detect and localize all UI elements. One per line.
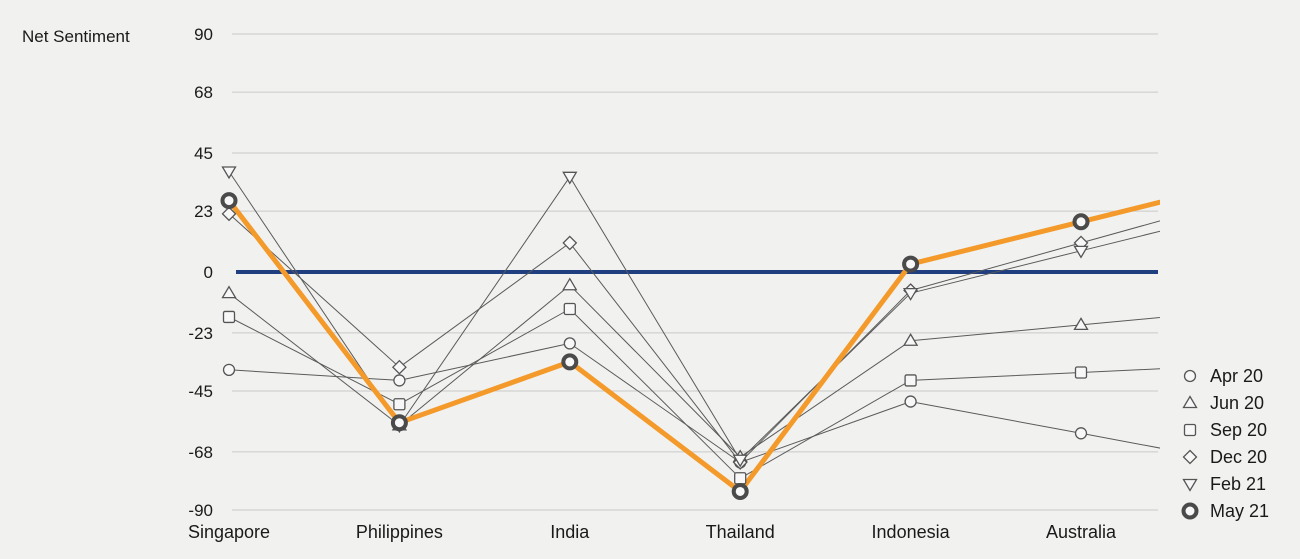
y-tick-label: 23: [194, 202, 213, 221]
legend-marker: [1181, 502, 1199, 520]
data-point: [222, 310, 236, 324]
data-point: [1073, 245, 1089, 259]
data-point: [221, 285, 237, 299]
data-point: [1072, 213, 1090, 231]
series-lines: [226, 171, 1160, 494]
x-tick-label: India: [550, 522, 590, 542]
data-point: [563, 302, 576, 316]
y-tick-label: 90: [194, 25, 213, 44]
legend-label: Sep 20: [1210, 420, 1267, 440]
data-point: [561, 353, 579, 371]
legend-label: Jun 20: [1210, 393, 1264, 413]
y-tick-label: 0: [204, 263, 213, 282]
legend-marker: [1183, 423, 1197, 437]
x-tick-label: Singapore: [188, 522, 270, 542]
y-tick-label: 68: [194, 83, 213, 102]
legend-label: Feb 21: [1210, 474, 1266, 494]
y-axis-ticks: 90 68 45 23 0 -23 -45 -68 -90: [188, 25, 213, 520]
data-point: [732, 454, 748, 468]
data-point: [563, 337, 576, 350]
data-point: [1074, 427, 1088, 440]
y-tick-label: -90: [188, 501, 213, 520]
legend-marker: [1182, 395, 1198, 409]
data-point: [221, 166, 237, 180]
data-point: [220, 192, 238, 210]
data-point: [390, 414, 408, 432]
x-tick-label: Australia: [1046, 522, 1117, 542]
y-tick-label: -23: [188, 324, 213, 343]
series-line: [228, 284, 1160, 458]
legend-marker: [1183, 369, 1197, 383]
grid-lines: [232, 33, 1158, 511]
series-markers: [220, 166, 1090, 500]
y-tick-label: -45: [188, 382, 213, 401]
data-point: [902, 288, 919, 301]
legend-label: May 21: [1210, 501, 1269, 521]
y-axis-label: Net Sentiment: [22, 27, 130, 46]
data-point: [393, 374, 406, 387]
data-point: [734, 472, 747, 485]
series-line: [228, 213, 1160, 463]
data-point: [902, 255, 920, 273]
data-point: [562, 235, 578, 251]
legend-marker: [1182, 478, 1198, 492]
series-line: [228, 308, 1160, 479]
data-point: [562, 171, 578, 185]
series-line: [228, 171, 1160, 461]
data-point: [902, 332, 919, 346]
data-point: [1073, 317, 1089, 331]
data-point: [904, 374, 917, 387]
data-point: [391, 359, 407, 375]
x-tick-label: Thailand: [706, 522, 775, 542]
data-point: [221, 206, 237, 222]
data-point: [222, 363, 236, 376]
y-tick-label: -68: [188, 443, 213, 462]
x-tick-label: Indonesia: [872, 522, 951, 542]
legend-marker: [1182, 449, 1198, 465]
legend: Apr 20 Jun 20 Sep 20 Dec 20 Feb 21 May 21: [1181, 366, 1269, 521]
data-point: [562, 277, 578, 291]
y-tick-label: 45: [194, 144, 213, 163]
x-axis-ticks: Singapore Philippines India Thailand Indones…: [188, 522, 1117, 542]
x-tick-label: Philippines: [356, 522, 443, 542]
data-point: [1074, 366, 1088, 379]
data-point: [393, 398, 406, 411]
series-line: [226, 198, 1160, 494]
legend-label: Dec 20: [1210, 447, 1267, 467]
data-point: [731, 482, 749, 500]
legend-label: Apr 20: [1210, 366, 1263, 386]
data-point: [904, 395, 917, 408]
